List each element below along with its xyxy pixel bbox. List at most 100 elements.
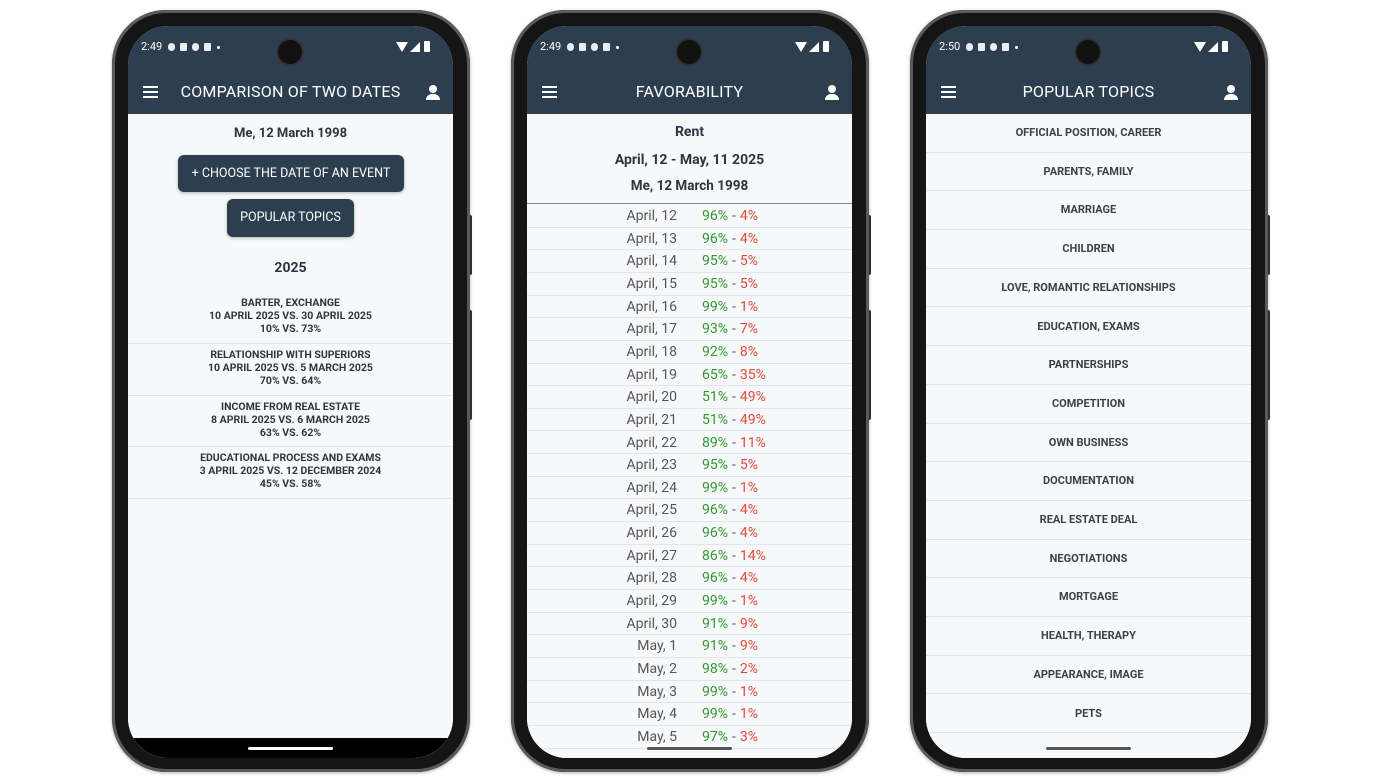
status-icon [616, 46, 619, 49]
button[interactable]: + CHOOSE THE DATE OF AN EVENT [178, 155, 404, 192]
row-percent: 96% -4% [702, 567, 758, 589]
signal-icon [1208, 42, 1218, 52]
topic-item[interactable]: APPEARANCE, IMAGE [926, 656, 1251, 695]
topic-item[interactable]: OFFICIAL POSITION, CAREER [926, 114, 1251, 153]
battery-icon [424, 41, 430, 52]
bad-percent: 11% [739, 434, 766, 451]
row-percent: 95% -5% [702, 454, 758, 476]
row-date: April, 26 [626, 525, 677, 542]
row-date: April, 23 [626, 457, 677, 474]
bad-percent: 3% [739, 728, 758, 745]
row-percent: 98% -2% [702, 658, 758, 680]
camera [677, 40, 701, 64]
profile-button[interactable] [1219, 80, 1243, 104]
row-percent: 65% -35% [702, 364, 766, 386]
topic-item[interactable]: PARENTS, FAMILY [926, 153, 1251, 192]
profile-button[interactable] [421, 80, 445, 104]
good-percent: 89% [702, 434, 728, 451]
comparison-item[interactable]: INCOME FROM REAL ESTATE 8 APRIL 2025 VS. … [128, 396, 453, 448]
separator: - [732, 638, 736, 655]
topic-item[interactable]: HEALTH, THERAPY [926, 617, 1251, 656]
favorability-row: April, 14 95% -5% [527, 250, 852, 273]
comparison-item[interactable]: RELATIONSHIP WITH SUPERIORS 10 APRIL 2025… [128, 344, 453, 396]
topic-item[interactable]: DOCUMENTATION [926, 462, 1251, 501]
menu-line [542, 86, 557, 88]
row-date: April, 24 [626, 479, 677, 496]
phone-frame: 2:49 COMPARISON OF TWO DATES Me, 12 March … [112, 10, 470, 772]
profile-head [429, 85, 437, 93]
profile-button[interactable] [820, 80, 844, 104]
bad-percent: 2% [739, 661, 758, 677]
phone-frame: 2:50 POPULAR TOPICS OFFICIAL POSITION, CAR… [910, 10, 1268, 772]
topic-item[interactable]: PARTNERSHIPS [926, 346, 1251, 385]
good-percent: 99% [702, 706, 728, 723]
item-title: RELATIONSHIP WITH SUPERIORS [210, 347, 371, 361]
favorability-row: April, 19 65% -35% [527, 364, 852, 387]
menu-line [143, 96, 158, 98]
bad-percent: 4% [739, 208, 758, 224]
separator: - [732, 728, 736, 745]
bad-percent: 1% [739, 593, 758, 610]
battery-icon [1222, 41, 1228, 52]
row-percent: 99% -1% [702, 477, 758, 499]
menu-button[interactable] [138, 80, 162, 104]
favorability-row: May, 1 91% -9% [527, 635, 852, 658]
good-percent: 92% [702, 343, 728, 360]
status-time: 2:49 [141, 40, 163, 53]
separator: - [732, 298, 736, 315]
bad-percent: 1% [739, 298, 758, 315]
button[interactable]: POPULAR TOPICS [227, 199, 354, 237]
favorability-row: April, 26 96% -4% [527, 522, 852, 545]
separator: - [732, 502, 736, 519]
item-result: 45% VS. 58% [259, 477, 322, 491]
separator: - [732, 593, 736, 610]
topic-item[interactable]: CHILDREN [926, 230, 1251, 269]
topic-item[interactable]: COMPETITION [926, 385, 1251, 424]
topic-item[interactable]: REAL ESTATE DEAL [926, 501, 1251, 540]
good-percent: 86% [702, 547, 728, 564]
screen-title: FAVORABILITY [635, 82, 744, 101]
status-icon [603, 43, 610, 51]
separator: - [732, 570, 736, 587]
row-percent: 51% -49% [702, 409, 766, 431]
profile-body [825, 94, 839, 100]
status-icon [978, 43, 985, 51]
signal-icon [809, 42, 819, 52]
separator: - [732, 366, 736, 383]
wifi-icon [396, 42, 408, 52]
comparison-item[interactable]: BARTER, EXCHANGE 10 APRIL 2025 VS. 30 APR… [128, 292, 453, 344]
row-percent: 96% -4% [702, 228, 758, 250]
row-percent: 95% -5% [702, 250, 758, 272]
good-percent: 96% [702, 230, 728, 247]
topic-item[interactable]: MORTGAGE [926, 578, 1251, 618]
item-title: BARTER, EXCHANGE [241, 296, 340, 309]
topic-item[interactable]: OWN BUSINESS [926, 424, 1251, 463]
separator: - [732, 411, 736, 428]
row-date: May, 3 [637, 683, 677, 700]
phone-screen: 2:50 POPULAR TOPICS OFFICIAL POSITION, CAR… [926, 26, 1251, 758]
bad-percent: 9% [739, 638, 758, 655]
status-icon [168, 43, 175, 51]
row-percent: 51% -49% [702, 386, 766, 408]
topic-item[interactable]: MARRIAGE [926, 191, 1251, 231]
separator: - [732, 230, 736, 247]
item-dates: 3 APRIL 2025 VS. 12 DECEMBER 2024 [199, 464, 382, 478]
separator: - [732, 615, 736, 632]
menu-button[interactable] [936, 80, 960, 104]
topic-item[interactable]: LOVE, ROMANTIC RELATIONSHIPS [926, 269, 1251, 308]
good-percent: 51% [702, 411, 728, 428]
good-percent: 96% [702, 570, 728, 587]
menu-button[interactable] [537, 80, 561, 104]
topic-item[interactable]: NEGOTIATIONS [926, 540, 1251, 579]
favorability-row: April, 13 96% -4% [527, 228, 852, 251]
separator: - [732, 253, 736, 270]
favorability-row: May, 4 99% -1% [527, 703, 852, 726]
topic-item[interactable]: PETS [926, 695, 1251, 734]
home-indicator [647, 747, 732, 750]
row-percent: 96% -4% [702, 205, 758, 227]
status-bar: 2:49 [527, 26, 852, 70]
bad-percent: 5% [739, 457, 758, 474]
comparison-item[interactable]: EDUCATIONAL PROCESS AND EXAMS 3 APRIL 202… [128, 447, 453, 500]
favorability-row: April, 15 95% -5% [527, 273, 852, 296]
topic-item[interactable]: EDUCATION, EXAMS [926, 308, 1251, 347]
